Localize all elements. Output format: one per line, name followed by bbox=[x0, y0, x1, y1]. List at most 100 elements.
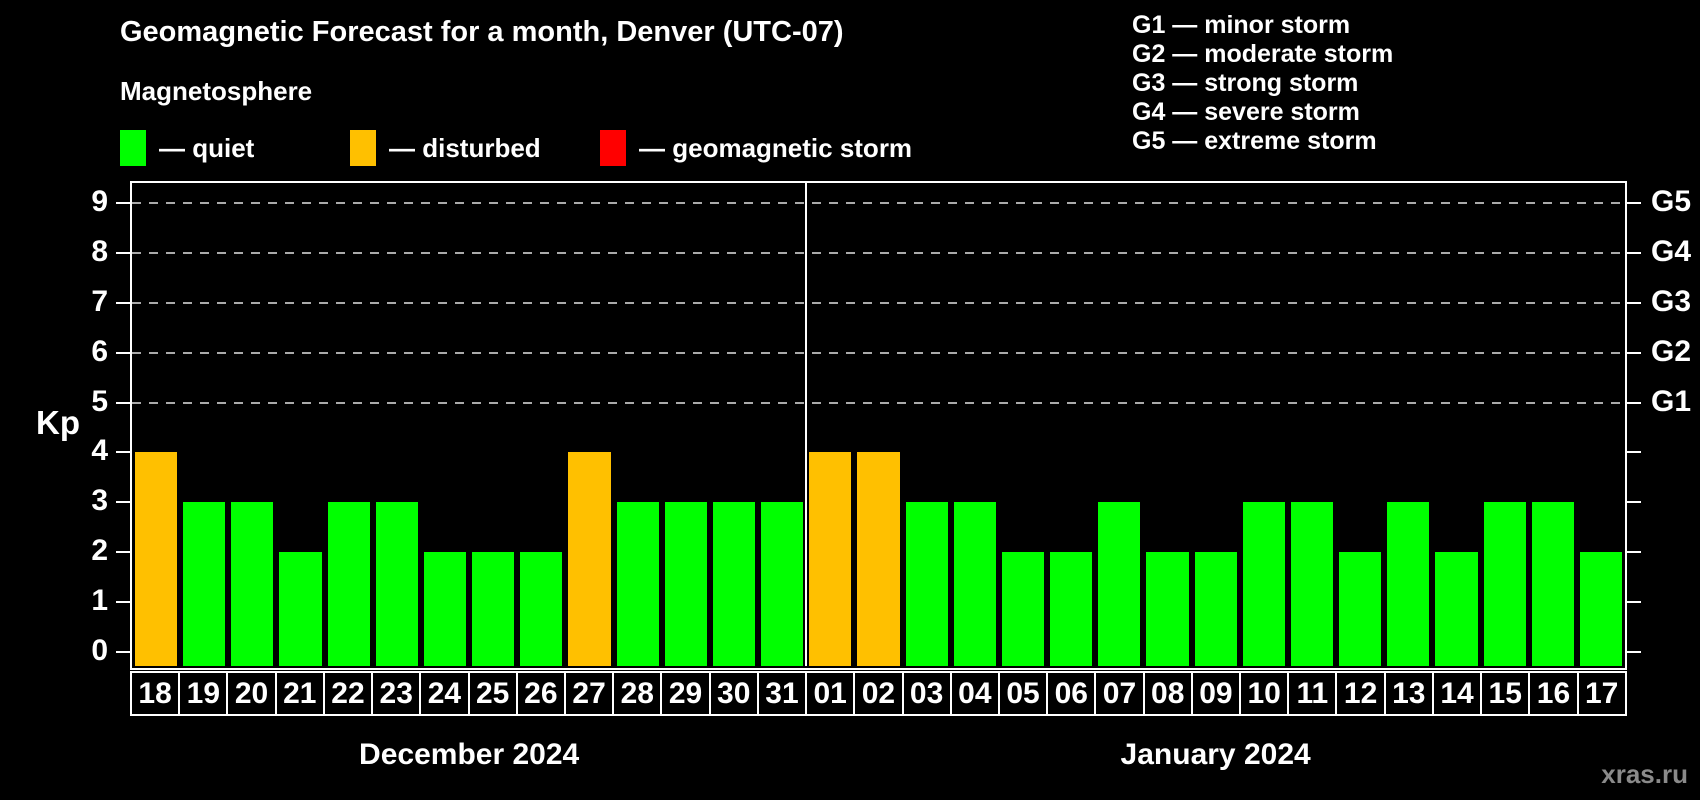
kp-bar bbox=[183, 502, 226, 666]
day-label-cell: 25 bbox=[470, 673, 518, 714]
day-label-cell: 21 bbox=[277, 673, 325, 714]
kp-bar bbox=[375, 502, 418, 666]
kp-bar bbox=[1387, 502, 1430, 666]
legend-label: — geomagnetic storm bbox=[639, 132, 913, 163]
day-label-cell: 08 bbox=[1145, 673, 1193, 714]
y-tick-label: 3 bbox=[91, 484, 108, 518]
gridline bbox=[132, 301, 1625, 304]
day-label-cell: 17 bbox=[1584, 676, 1619, 710]
storm-swatch-icon bbox=[600, 130, 626, 166]
day-label-cell: 13 bbox=[1386, 673, 1434, 714]
y-axis-tick bbox=[116, 451, 132, 454]
kp-bar bbox=[1531, 502, 1574, 666]
y-tick-label: 2 bbox=[91, 534, 108, 568]
right-axis-tick bbox=[1625, 651, 1641, 653]
y-tick-label: 9 bbox=[91, 185, 108, 218]
kp-bar bbox=[1050, 552, 1093, 666]
kp-bar bbox=[1146, 552, 1189, 666]
y-axis-label: Kp bbox=[36, 404, 80, 441]
legend-item-quiet: — quiet bbox=[120, 130, 254, 166]
y-tick-label: 6 bbox=[91, 334, 108, 368]
day-label-cell: 28 bbox=[614, 673, 663, 714]
quiet-swatch-icon bbox=[120, 130, 146, 166]
storm-scale-line: G3 — strong storm bbox=[1132, 69, 1359, 97]
storm-scale-line: G1 — minor storm bbox=[1132, 11, 1351, 39]
legend-item-storm: — geomagnetic storm bbox=[600, 130, 912, 166]
y-axis-tick bbox=[116, 651, 132, 653]
day-label-cell: 24 bbox=[421, 673, 470, 714]
kp-bar bbox=[1435, 552, 1478, 666]
kp-bar bbox=[472, 552, 515, 666]
day-label-cell: 12 bbox=[1337, 673, 1386, 714]
y-axis-tick bbox=[116, 251, 132, 254]
right-axis-tick bbox=[1625, 551, 1641, 554]
y-axis-tick bbox=[116, 401, 132, 404]
page-title: Geomagnetic Forecast for a month, Denver… bbox=[120, 16, 844, 48]
disturbed-swatch-icon bbox=[350, 130, 376, 166]
legend-item-disturbed: — disturbed bbox=[350, 130, 541, 166]
month-label: December 2024 bbox=[359, 738, 580, 771]
y-axis-tick bbox=[116, 601, 132, 604]
plot-area bbox=[130, 181, 1627, 670]
kp-bar bbox=[1242, 502, 1285, 666]
kp-bar bbox=[568, 452, 611, 666]
g-scale-label: G4 bbox=[1651, 234, 1692, 268]
g-scale-label: G3 bbox=[1651, 284, 1692, 318]
gridline bbox=[132, 401, 1625, 404]
kp-bar bbox=[279, 552, 322, 666]
day-label-cell: 09 bbox=[1193, 673, 1242, 714]
kp-bar bbox=[857, 452, 900, 666]
kp-bar bbox=[1098, 502, 1141, 666]
y-axis-tick bbox=[116, 202, 132, 204]
day-label-cell: 30 bbox=[711, 673, 759, 714]
day-label-cell: 02 bbox=[855, 673, 904, 714]
kp-bar bbox=[520, 552, 563, 666]
right-axis-tick bbox=[1625, 351, 1641, 354]
day-label-cell: 04 bbox=[952, 673, 1000, 714]
month-divider bbox=[805, 183, 808, 666]
day-label-cell: 18 bbox=[132, 673, 181, 714]
kp-bar bbox=[231, 502, 274, 666]
y-axis-tick bbox=[116, 351, 132, 354]
day-label-cell: 20 bbox=[228, 673, 277, 714]
kp-bar bbox=[1339, 552, 1382, 666]
right-axis-tick bbox=[1625, 601, 1641, 604]
kp-bar bbox=[616, 502, 659, 666]
day-label-cell: 15 bbox=[1482, 673, 1531, 714]
day-label-cell: 27 bbox=[566, 673, 615, 714]
gridline bbox=[132, 351, 1625, 354]
right-axis-tick bbox=[1625, 251, 1641, 254]
day-label-cell: 26 bbox=[518, 673, 566, 714]
gridline bbox=[132, 202, 1625, 204]
kp-bar bbox=[712, 502, 756, 666]
y-tick-label: 0 bbox=[91, 634, 108, 667]
day-label-cell: 07 bbox=[1096, 673, 1145, 714]
kp-bar bbox=[1194, 552, 1237, 666]
kp-bar bbox=[809, 452, 852, 666]
day-label-cell: 03 bbox=[904, 673, 952, 714]
kp-bar bbox=[1483, 502, 1526, 666]
y-tick-label: 5 bbox=[91, 384, 108, 418]
kp-bar bbox=[135, 452, 178, 666]
kp-bar bbox=[1001, 552, 1045, 666]
y-axis-tick bbox=[116, 501, 132, 504]
storm-scale-legend: G1 — minor storm G2 — moderate storm G3 — … bbox=[1132, 11, 1393, 156]
right-axis-tick bbox=[1625, 501, 1641, 504]
day-label-cell: 11 bbox=[1289, 673, 1338, 714]
kp-bar bbox=[761, 502, 804, 666]
day-label-cell: 06 bbox=[1048, 673, 1097, 714]
kp-bar bbox=[905, 502, 948, 666]
day-label-cell: 29 bbox=[662, 673, 711, 714]
y-tick-label: 1 bbox=[91, 584, 108, 618]
right-axis-tick bbox=[1625, 451, 1641, 454]
day-label-cell: 19 bbox=[180, 673, 229, 714]
g-scale-label: G1 bbox=[1651, 384, 1692, 418]
day-label-cell: 14 bbox=[1434, 673, 1483, 714]
kp-bar bbox=[953, 502, 996, 666]
storm-scale-line: G4 — severe storm bbox=[1132, 98, 1360, 126]
right-axis-tick bbox=[1625, 401, 1641, 404]
y-tick-label: 8 bbox=[91, 234, 108, 268]
g-scale-label: G2 bbox=[1651, 334, 1692, 368]
day-label-cell: 05 bbox=[1000, 673, 1049, 714]
